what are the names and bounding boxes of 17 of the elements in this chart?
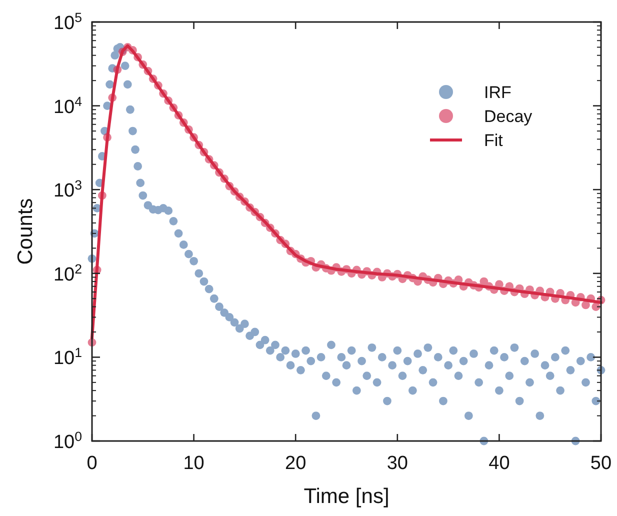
x-tick-label: 50 (590, 453, 612, 474)
y-tick-label: 10$^{3}$ (53, 177, 82, 202)
legend-label: Decay (484, 107, 533, 126)
y-tick-label: 10$^{2}$ (53, 260, 82, 286)
x-tick-label: 40 (488, 453, 510, 474)
y-tick-label: 10$^{4}$ (53, 93, 82, 118)
y-tick-label: 10$^{1}$ (53, 344, 82, 370)
x-tick-label: 20 (285, 453, 306, 474)
x-tick-label: 10 (183, 453, 204, 474)
legend-label: Fit (484, 131, 504, 150)
x-tick-label: 0 (86, 453, 98, 474)
x-tick-label: 30 (386, 453, 408, 474)
x-axis-title: Time [ns] (304, 485, 390, 508)
y-tick-label: 10$^{0}$ (53, 428, 82, 453)
legend-label: IRF (484, 83, 512, 102)
y-axis-title: Counts (14, 198, 37, 265)
y-tick-label: 10$^{5}$ (53, 10, 82, 34)
